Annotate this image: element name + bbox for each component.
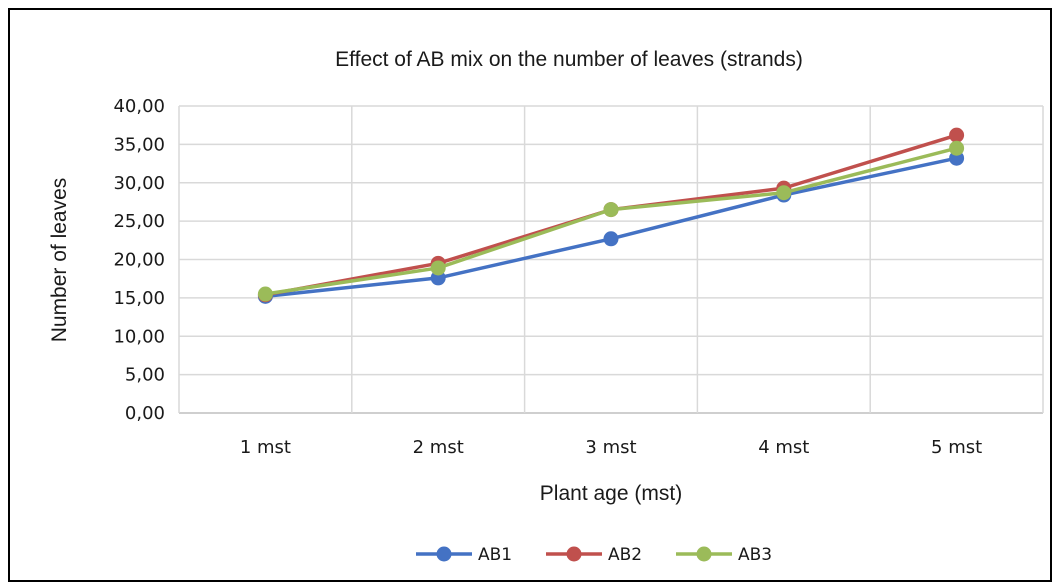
- y-tick-label: 0,00: [125, 403, 165, 424]
- legend-swatch-marker: [696, 546, 712, 562]
- legend-swatch-marker: [566, 546, 582, 562]
- data-point-ab2: [949, 127, 965, 143]
- x-tick-label: 1 mst: [240, 437, 291, 458]
- data-point-ab1: [603, 231, 619, 247]
- legend-label: AB3: [738, 545, 772, 565]
- y-tick-label: 25,00: [113, 211, 165, 232]
- data-point-ab3: [949, 140, 965, 156]
- chart-frame: [8, 8, 1052, 582]
- legend-label: AB2: [608, 545, 642, 565]
- chart-title: Effect of AB mix on the number of leaves…: [335, 48, 803, 71]
- data-point-ab3: [430, 260, 446, 276]
- legend-item-ab3: AB3: [676, 545, 772, 565]
- x-tick-label: 5 mst: [931, 437, 982, 458]
- x-tick-label: 3 mst: [585, 437, 636, 458]
- y-tick-label: 10,00: [113, 326, 165, 347]
- gridlines: [178, 105, 1044, 414]
- y-tick-label: 15,00: [113, 288, 165, 309]
- data-point-ab3: [776, 185, 792, 201]
- y-tick-label: 20,00: [113, 250, 165, 271]
- data-point-ab3: [257, 286, 273, 302]
- series-ab3: [257, 140, 965, 302]
- x-tick-label: 2 mst: [413, 437, 464, 458]
- legend-swatch-marker: [436, 546, 452, 562]
- x-axis-ticks: 1 mst 2 mst 3 mst 4 mst 5 mst: [240, 437, 982, 458]
- legend-label: AB1: [478, 545, 512, 565]
- legend-item-ab2: AB2: [546, 545, 642, 565]
- x-axis-title: Plant age (mst): [540, 482, 682, 505]
- legend-item-ab1: AB1: [416, 545, 512, 565]
- data-point-ab3: [603, 202, 619, 218]
- y-axis-ticks: 0,00 5,00 10,00 15,00 20,00 25,00 30,00 35,00 40…: [113, 96, 165, 424]
- legend: AB1 AB2 AB3: [416, 545, 772, 565]
- y-tick-label: 30,00: [113, 173, 165, 194]
- y-tick-label: 35,00: [113, 134, 165, 155]
- y-tick-label: 40,00: [113, 96, 165, 117]
- y-axis-title: Number of leaves: [48, 178, 71, 343]
- x-tick-label: 4 mst: [758, 437, 809, 458]
- y-tick-label: 5,00: [125, 365, 165, 386]
- series-lines: [257, 127, 965, 304]
